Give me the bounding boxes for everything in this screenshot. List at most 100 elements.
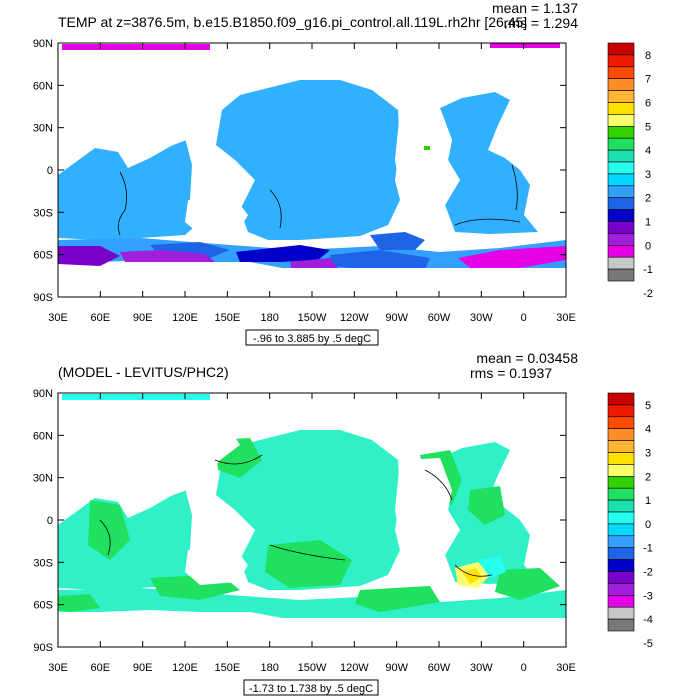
- colorbar-swatch: [607, 149, 635, 163]
- deep-blue-patch-3: [370, 232, 425, 250]
- magenta-arctic: [62, 44, 210, 50]
- deep-blue-patch-2: [330, 250, 430, 270]
- lon-tick-label: 120W: [340, 662, 369, 674]
- green-patch-5: [468, 486, 505, 525]
- colorbar-swatch: [607, 78, 635, 91]
- panel-1-title: TEMP at z=3876.5m, b.e15.B1850.f09_g16.p…: [58, 14, 527, 30]
- colorbar-label: 1: [645, 495, 651, 507]
- yellow-anomaly-core: [462, 568, 482, 584]
- colorbar-label: 0: [645, 519, 651, 531]
- colorbar-swatch: [607, 185, 635, 199]
- panel-2-lon-axis: 30E 60E 90E 120E 150E 180 150W 120W 90W 60W 30W 0 30…: [48, 393, 576, 674]
- lon-tick-label: 90E: [133, 312, 153, 324]
- land-americas: [395, 108, 460, 235]
- lon-tick-label: 180: [260, 662, 278, 674]
- colorbar-label: -4: [643, 614, 653, 626]
- panel-1-map: [58, 43, 566, 297]
- lon-tick-label: 30E: [556, 312, 576, 324]
- colorbar-swatch: [607, 523, 635, 537]
- colorbar-label: -2: [643, 567, 653, 579]
- pacific-ocean: [216, 80, 400, 240]
- violet-patch-2: [120, 250, 215, 262]
- colorbar-swatch: [607, 547, 635, 560]
- green-patch-8: [58, 594, 100, 612]
- colorbar-label: -3: [643, 590, 653, 602]
- panel-2-range-text: -1.73 to 1.738 by .5 degC: [249, 683, 373, 695]
- colorbar-swatch: [607, 173, 635, 187]
- lat-tick-label: 90S: [33, 292, 53, 304]
- land-australia: [185, 198, 248, 235]
- colorbar-label: 4: [645, 145, 651, 157]
- colorbar-label: 7: [645, 74, 651, 86]
- colorbar-swatch: [607, 126, 635, 139]
- colorbar-label: 2: [645, 471, 651, 483]
- lon-tick-label: 60W: [428, 662, 451, 674]
- deep-blue-patch-1: [236, 245, 330, 262]
- colorbar-swatch: [607, 440, 635, 453]
- colorbar-swatch: [607, 256, 635, 270]
- colorbar-label: 8: [645, 50, 651, 62]
- lat-tick-label: 60S: [33, 250, 53, 262]
- violet-patch-1: [58, 246, 120, 266]
- lat-tick-label: 0: [47, 515, 53, 527]
- green-patch-7: [355, 586, 440, 612]
- colorbar-swatch: [607, 416, 635, 429]
- colorbar-swatch: [607, 137, 635, 151]
- violet-arctic: [62, 394, 210, 400]
- pacific-ocean: [216, 430, 400, 590]
- colorbar-swatch: [607, 54, 635, 68]
- lon-tick-label: 90W: [385, 662, 408, 674]
- colorbar-swatch: [607, 583, 635, 596]
- colorbar-label: 5: [645, 121, 651, 133]
- magenta-patch-1: [458, 246, 566, 268]
- lon-tick-label: 120E: [172, 662, 198, 674]
- lon-tick-label: 120E: [172, 312, 198, 324]
- lat-tick-label: 30N: [33, 123, 53, 135]
- colorbar-swatch: [607, 499, 635, 513]
- colorbar-swatch: [607, 618, 635, 632]
- colorbar-label: 2: [645, 193, 651, 205]
- lat-tick-label: 60N: [33, 80, 53, 92]
- colorbar-label: 3: [645, 448, 651, 460]
- colorbar-label: -1: [643, 264, 653, 276]
- lon-tick-label: 60E: [91, 312, 111, 324]
- colorbar-label: 3: [645, 169, 651, 181]
- panel-2-rms: rms = 0.1937: [470, 365, 552, 381]
- lon-tick-label: 150W: [298, 662, 327, 674]
- indian-ocean: [58, 138, 200, 240]
- lon-tick-label: 180: [260, 312, 278, 324]
- colorbar-swatch: [607, 559, 635, 572]
- panel-2-map: [58, 393, 566, 647]
- colorbar-swatch: [607, 161, 635, 175]
- panel-1: TEMP at z=3876.5m, b.e15.B1850.f09_g16.p…: [33, 0, 653, 346]
- lon-tick-label: 30E: [48, 312, 68, 324]
- panel-1-range-text: -.96 to 3.885 by .5 degC: [253, 333, 371, 345]
- lat-tick-label: 90N: [33, 388, 53, 400]
- lon-tick-label: 60E: [91, 662, 111, 674]
- colorbar-swatch: [607, 245, 635, 258]
- colorbar-swatch: [607, 66, 635, 80]
- lon-tick-label: 30E: [556, 662, 576, 674]
- colorbar-swatch: [607, 606, 635, 620]
- lon-tick-label: 0: [521, 312, 527, 324]
- colorbar-swatch: [607, 487, 635, 501]
- land-antarctica: [58, 618, 566, 647]
- colorbar-label: 1: [645, 217, 651, 229]
- colorbar-label: -5: [643, 638, 653, 650]
- colorbar-swatch: [607, 114, 635, 127]
- colorbar-swatch: [607, 197, 635, 210]
- colorbar-label: 0: [645, 240, 651, 252]
- green-patch-9: [495, 568, 560, 600]
- panel-1-colorbar: 8 7 6 5 4 3 2 1 0 -1 -2: [607, 42, 653, 300]
- panel-2-lat-axis: 90N 60N 30N 0 30S 60S 90S: [33, 388, 566, 654]
- colorbar-swatch: [607, 90, 635, 103]
- lon-tick-label: 30E: [48, 662, 68, 674]
- colorbar-swatch: [607, 594, 635, 608]
- lat-tick-label: 90N: [33, 38, 53, 50]
- colorbar-swatch: [607, 404, 635, 418]
- colorbar-swatch: [607, 392, 635, 406]
- colorbar-swatch: [607, 452, 635, 465]
- lat-tick-label: 30N: [33, 473, 53, 485]
- lon-tick-label: 120W: [340, 312, 369, 324]
- colorbar-swatch: [607, 535, 635, 548]
